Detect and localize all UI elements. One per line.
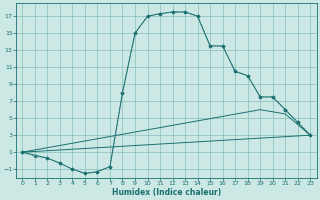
- X-axis label: Humidex (Indice chaleur): Humidex (Indice chaleur): [112, 188, 221, 197]
